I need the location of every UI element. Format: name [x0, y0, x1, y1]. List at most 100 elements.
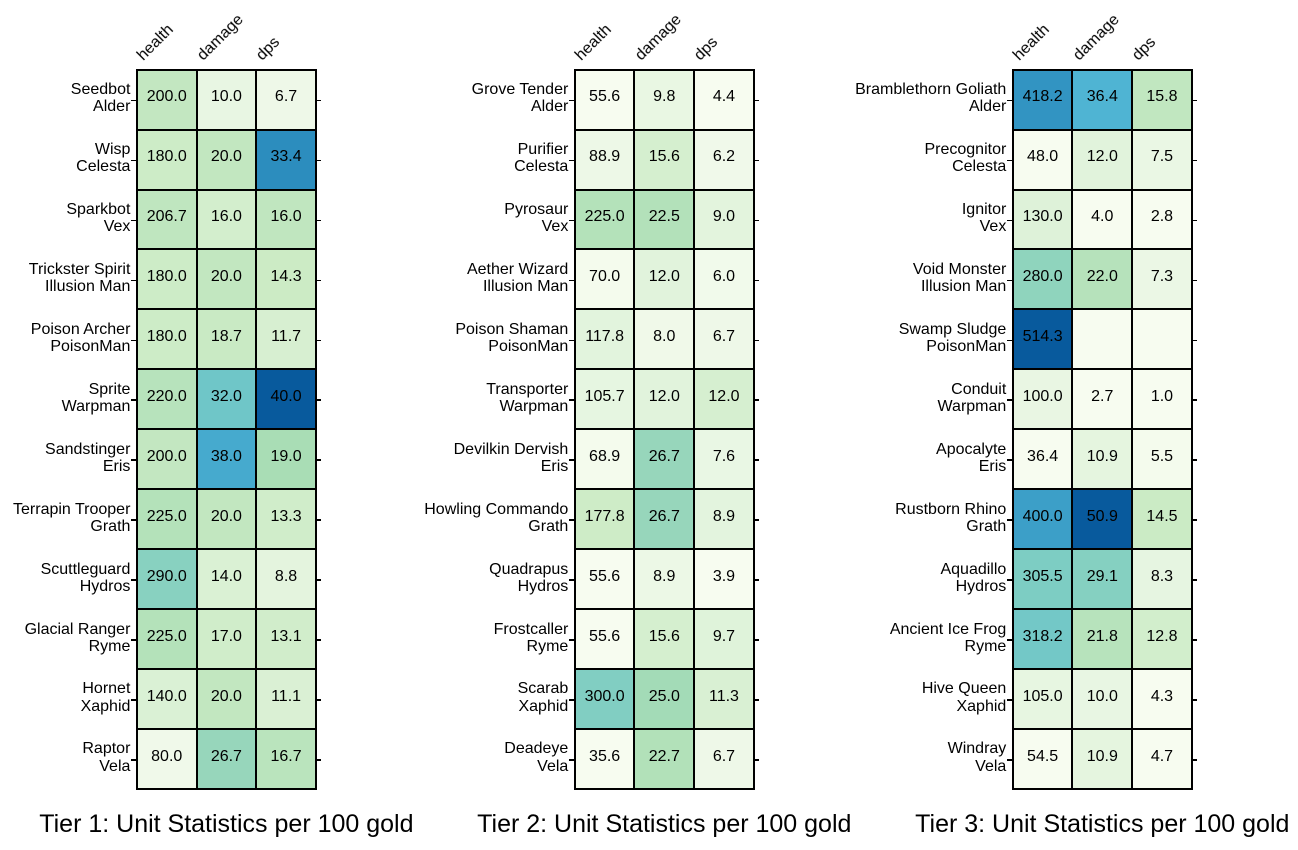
row-label-line2: Vex — [541, 218, 569, 236]
row-label-line2: Alder — [968, 98, 1007, 116]
heatmap-cell-dps-row1: 15.8 — [1133, 70, 1191, 129]
cell-value: 11.3 — [708, 687, 739, 705]
heatmap-cell-damage-row2: 20.0 — [197, 130, 256, 189]
heatmap-cell-damage-row5: 18.7 — [197, 310, 256, 369]
row-label: Wisp Celesta — [76, 141, 130, 176]
y-tick-right — [1192, 579, 1198, 582]
heatmap-cell-health-row7: 68.9 — [575, 430, 634, 489]
row-label: Sprite Warpman — [62, 381, 131, 416]
row-label: Devilkin Dervish Eris — [454, 441, 569, 476]
heatmap-cell-damage-row10: 21.8 — [1073, 610, 1132, 669]
y-tick-right — [1192, 459, 1198, 462]
row-label: Sparkbot Vex — [66, 201, 130, 236]
row-label-line1: Bramblethorn Goliath — [855, 80, 1007, 98]
row-label-line1: Scuttleguard — [40, 560, 131, 578]
heatmap-cell-dps-row11: 11.3 — [695, 670, 753, 729]
heatmap-cell-dps-row6: 12.0 — [695, 370, 753, 429]
cell-value: 105.7 — [584, 387, 625, 405]
row-label-line1: Glacial Ranger — [24, 620, 131, 638]
y-tick-left — [569, 279, 574, 282]
row-label-line1: Sparkbot — [66, 200, 131, 218]
row-label-line1: Wisp — [94, 140, 131, 158]
heatmap-cell-dps-row2: 33.4 — [257, 130, 315, 189]
y-tick-right — [754, 279, 760, 282]
cell-value: 16.0 — [210, 207, 242, 225]
heatmap-cell-damage-row8: 26.7 — [635, 490, 694, 549]
row-label-line2: Ryme — [88, 638, 131, 655]
heatmap-cell-damage-row11: 25.0 — [635, 670, 694, 729]
y-tick-left — [569, 459, 574, 462]
cell-value: 22.0 — [1086, 267, 1118, 285]
heatmap-cell-dps-row6: 40.0 — [257, 370, 315, 429]
cell-value: 14.0 — [210, 567, 242, 585]
row-label: Glacial Ranger Ryme — [25, 621, 131, 656]
y-tick-right — [754, 99, 760, 102]
heatmap-cell-health-row6: 220.0 — [137, 370, 196, 429]
row-label-line2: Alder — [530, 98, 569, 116]
row-label-line1: Pyrosaur — [504, 200, 569, 218]
heatmap-cell-dps-row7: 5.5 — [1133, 430, 1191, 489]
y-tick-right — [316, 459, 322, 462]
heatmap-cell-health-row12: 54.5 — [1013, 730, 1072, 789]
y-tick-left — [1007, 279, 1012, 282]
row-label-line2: Vela — [975, 757, 1007, 775]
cell-value: 4.0 — [1091, 207, 1114, 225]
heatmap-cell-health-row5: 514.3 — [1013, 310, 1072, 369]
cell-value: 17.0 — [210, 627, 242, 645]
y-tick-left — [131, 399, 136, 402]
cell-value: 10.0 — [1086, 687, 1118, 705]
y-tick-left — [1007, 579, 1012, 582]
heatmap-cell-health-row12: 80.0 — [137, 730, 196, 789]
y-tick-left — [131, 459, 136, 462]
cell-value: 3.9 — [712, 567, 736, 585]
heatmap-cell-health-row2: 180.0 — [137, 130, 196, 189]
heatmap-cell-damage-row1: 36.4 — [1073, 70, 1132, 129]
cell-value: 6.0 — [712, 267, 736, 285]
y-tick-right — [1192, 279, 1198, 282]
y-tick-left — [131, 99, 136, 102]
cell-value: 55.6 — [589, 567, 621, 585]
cell-value: 22.5 — [648, 207, 680, 225]
heatmap-cell-dps-row12: 6.7 — [695, 730, 753, 789]
row-label: Transporter Warpman — [486, 381, 568, 416]
heatmap-cell-health-row10: 55.6 — [575, 610, 634, 669]
heatmap-cell-health-row4: 280.0 — [1013, 250, 1072, 309]
cell-value: 225.0 — [146, 627, 187, 645]
row-label-line2: PoisonMan — [926, 338, 1007, 356]
y-tick-right — [1192, 399, 1198, 402]
cell-value: 8.8 — [274, 567, 298, 585]
y-tick-left — [1007, 399, 1012, 402]
heatmap-cell-damage-row3: 22.5 — [635, 190, 694, 249]
cell-value: 180.0 — [146, 148, 187, 166]
heatmap-cell-health-row10: 225.0 — [137, 610, 196, 669]
row-label: Ignitor Vex — [962, 201, 1006, 236]
cell-value: 80.0 — [151, 747, 183, 765]
y-tick-left — [131, 279, 136, 282]
y-tick-right — [316, 219, 322, 222]
cell-value: 2.7 — [1091, 387, 1114, 405]
col-label-dps: dps — [691, 34, 722, 65]
cell-value: 10.9 — [1086, 747, 1118, 765]
y-tick-left — [1007, 699, 1012, 702]
row-label: Sandstinger Eris — [45, 441, 130, 476]
row-label-line2: Illusion Man — [920, 278, 1007, 296]
cell-value: 105.0 — [1022, 687, 1063, 705]
heatmap-cell-health-row5: 180.0 — [137, 310, 196, 369]
col-label-health: health — [133, 21, 177, 65]
cell-value: 4.4 — [712, 88, 736, 106]
cell-value: 200.0 — [146, 88, 187, 106]
col-label-dps: dps — [253, 34, 284, 65]
y-tick-left — [131, 519, 136, 522]
cell-value: 15.8 — [1146, 88, 1178, 106]
y-tick-right — [1192, 639, 1198, 642]
row-label: Pyrosaur Vex — [504, 201, 568, 236]
col-label-health: health — [1009, 21, 1053, 65]
heatmap-cell-dps-row11: 11.1 — [257, 670, 315, 729]
cell-value: 15.6 — [648, 148, 680, 166]
row-label: Apocalyte Eris — [936, 441, 1006, 476]
cell-value: 10.0 — [210, 88, 242, 106]
heatmap-cell-damage-row12: 22.7 — [635, 730, 694, 789]
heatmap-cell-damage-row6: 12.0 — [635, 370, 694, 429]
heatmap-cell-dps-row8: 14.5 — [1133, 490, 1191, 549]
cell-value: 22.7 — [648, 747, 680, 765]
